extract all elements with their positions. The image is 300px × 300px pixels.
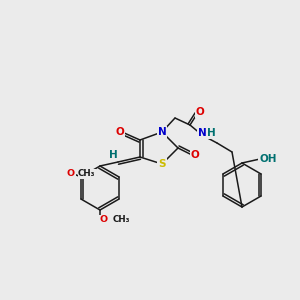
Text: N: N xyxy=(158,127,166,137)
Text: O: O xyxy=(116,127,124,137)
Text: CH₃: CH₃ xyxy=(78,169,95,178)
Text: N: N xyxy=(198,128,206,138)
Text: O: O xyxy=(67,169,75,178)
Text: OH: OH xyxy=(259,154,277,164)
Text: H: H xyxy=(109,150,117,160)
Text: CH₃: CH₃ xyxy=(113,215,130,224)
Text: O: O xyxy=(196,107,204,117)
Text: S: S xyxy=(158,159,166,169)
Text: O: O xyxy=(190,150,200,160)
Text: O: O xyxy=(100,215,108,224)
Text: H: H xyxy=(207,128,216,138)
